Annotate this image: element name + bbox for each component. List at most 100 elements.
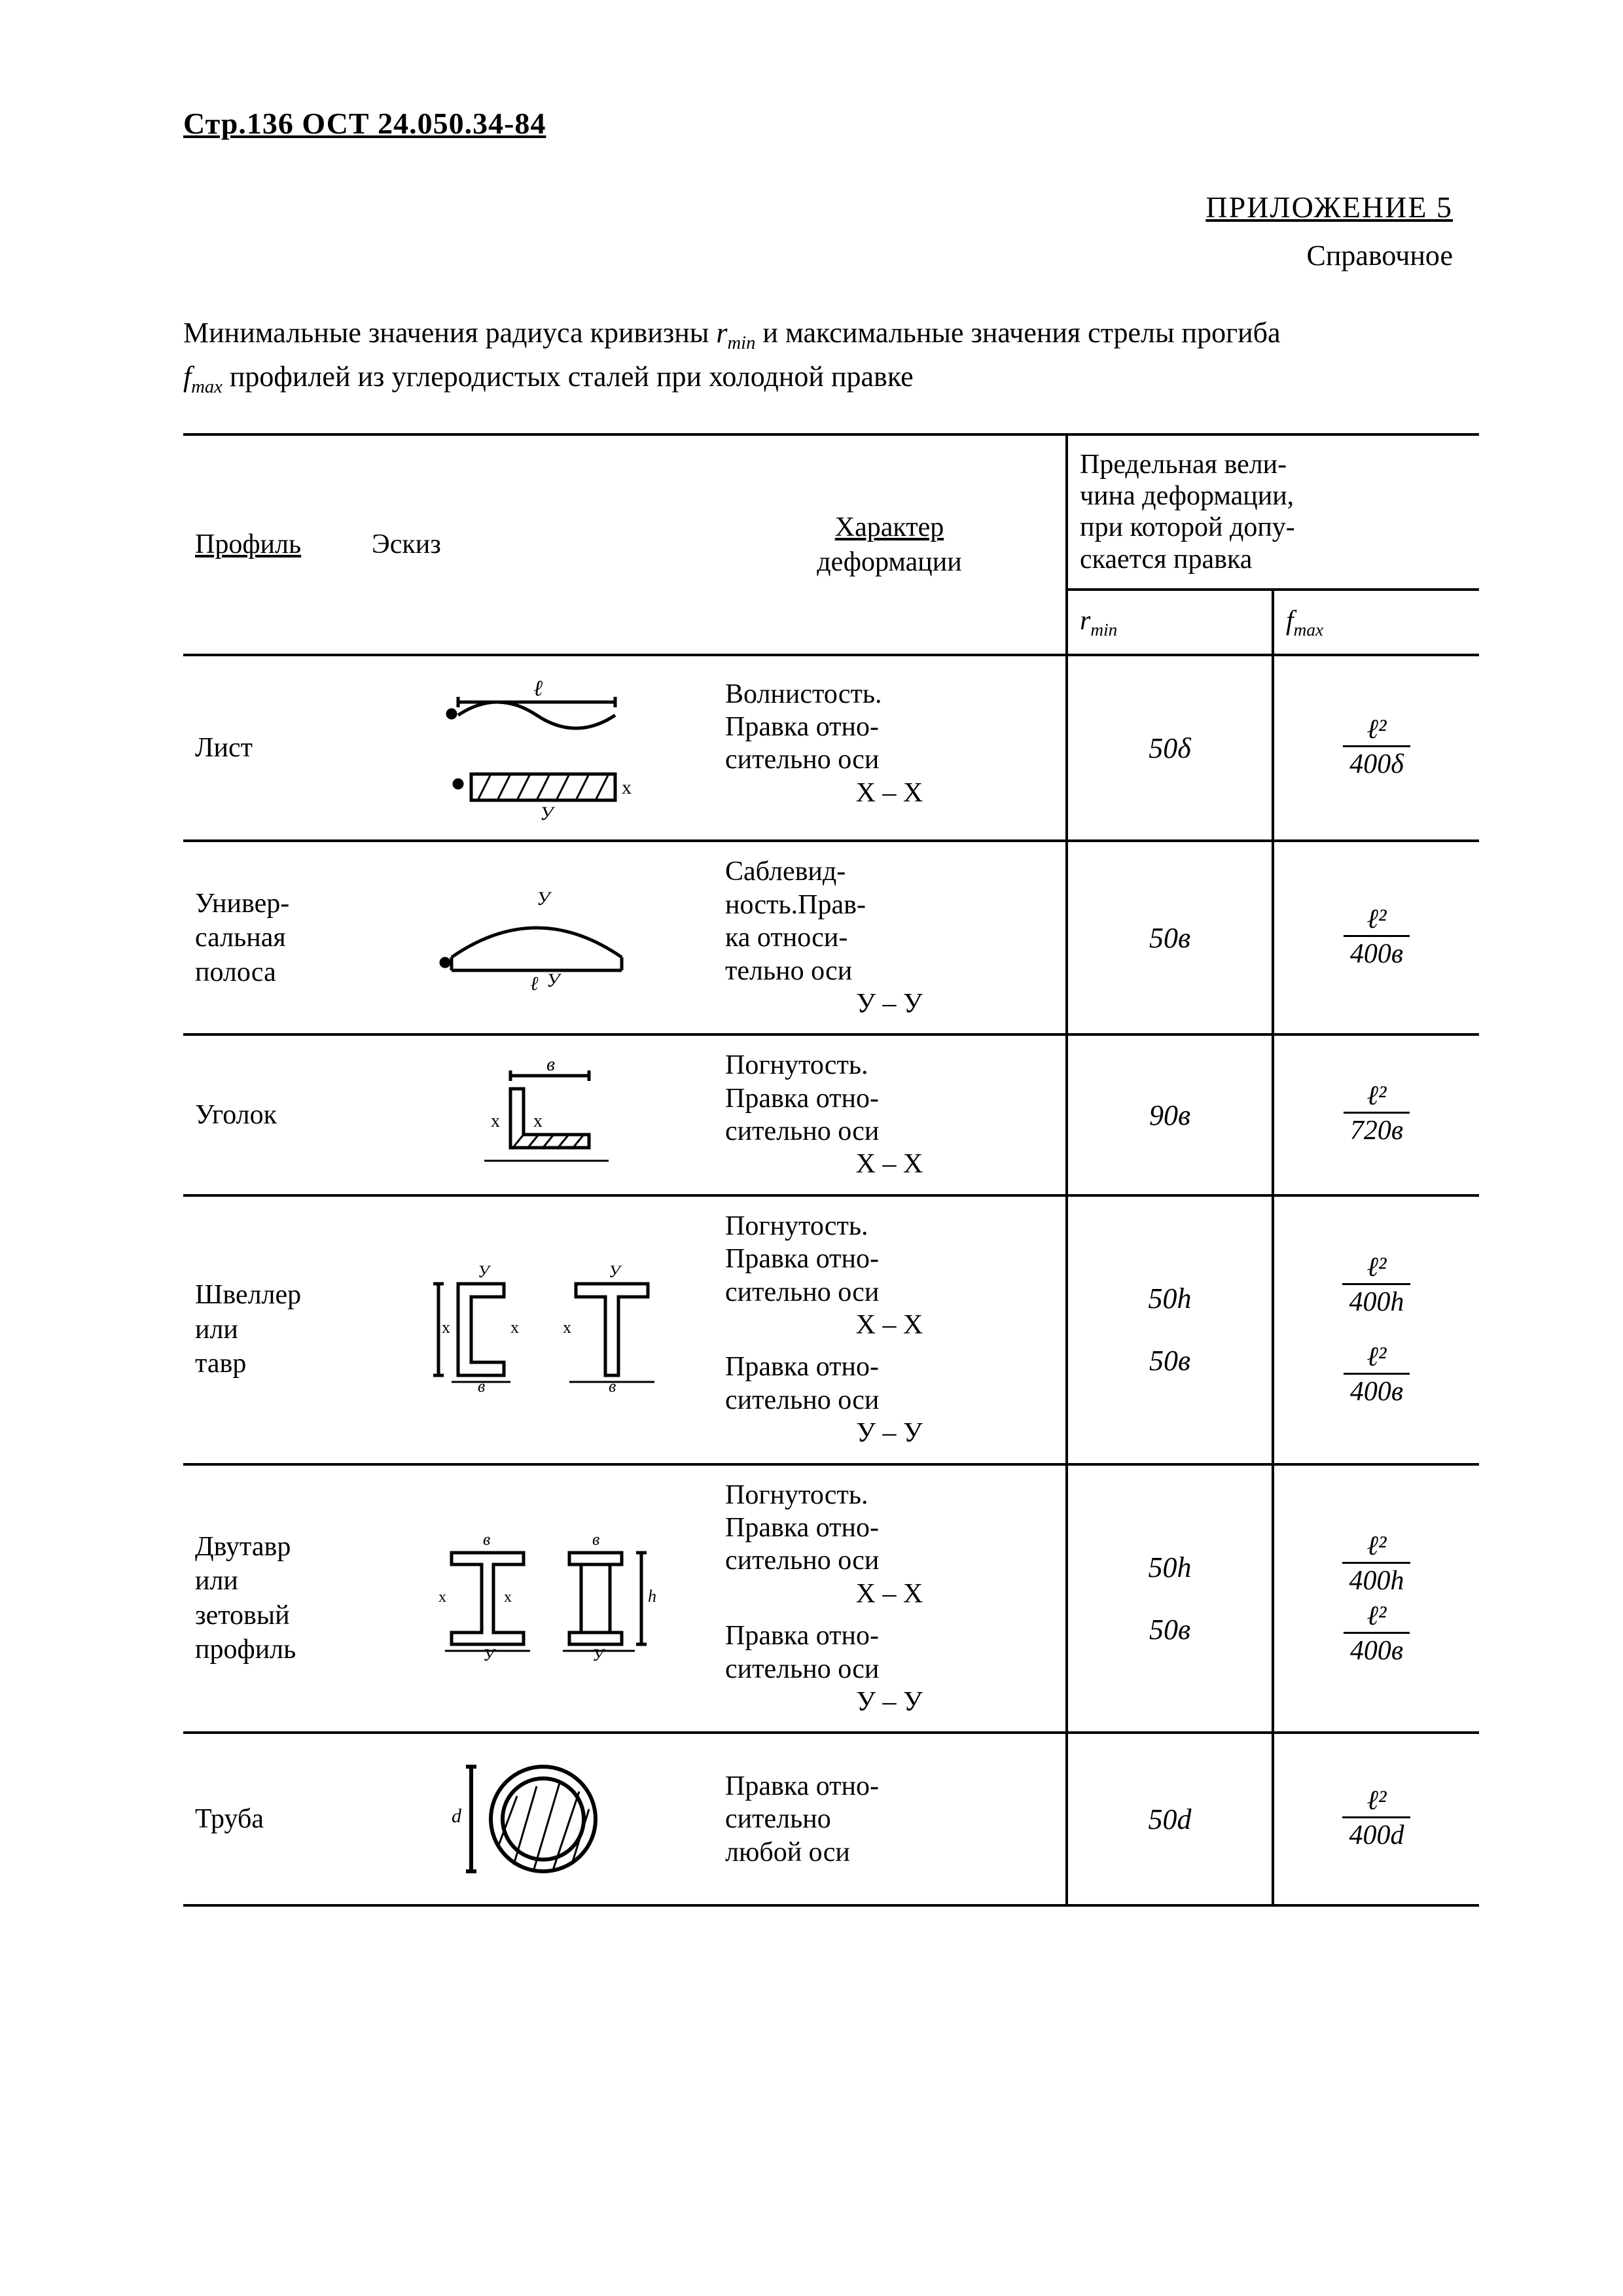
fmax-value: ℓ² 400в <box>1273 841 1479 1034</box>
fmax-den: 400h <box>1342 1285 1410 1316</box>
rmin-value: 50δ <box>1067 655 1273 841</box>
fmax-num: ℓ² <box>1342 1786 1410 1818</box>
rmin-sym: r <box>1080 606 1090 636</box>
svg-text:ℓ: ℓ <box>530 973 539 995</box>
rmin-sub: min <box>728 333 756 353</box>
fmax-symbol: f <box>183 361 191 393</box>
intro-a: Минимальные значения радиуса кривизны <box>183 317 716 349</box>
deformation-desc: Волнистость. Правка отно- сительно оси X… <box>713 655 1067 841</box>
fmax-num: ℓ² <box>1344 905 1410 937</box>
col-profile-label: Профиль <box>195 529 301 559</box>
svg-text:h: h <box>648 1587 656 1606</box>
fmax-den: 400в <box>1344 1634 1410 1665</box>
svg-text:x: x <box>438 1589 446 1606</box>
intro-c: профилей из углеродистых сталей при холо… <box>230 361 914 393</box>
rmin-value: 50в <box>1067 841 1273 1034</box>
d: Правка отно- <box>725 1513 879 1543</box>
d: Правка отно- <box>725 712 879 742</box>
rmin-text: 90в <box>1149 1099 1190 1131</box>
rmin-text: 50в <box>1149 1343 1190 1379</box>
deformation-desc: Погнутость. Правка отно- сительно оси X … <box>713 1034 1067 1195</box>
table-row: Лист ℓ x У <box>183 655 1479 841</box>
svg-text:У: У <box>537 888 552 910</box>
sketch-pipe: d <box>360 1733 713 1905</box>
fmax-num: ℓ² <box>1344 1602 1410 1634</box>
svg-text:x: x <box>563 1318 571 1337</box>
svg-text:в: в <box>592 1530 599 1549</box>
sketch-ibeam-z: в У x x в У h <box>360 1464 713 1733</box>
sketch-strip: ℓ У У <box>360 841 713 1034</box>
svg-text:d: d <box>452 1805 462 1827</box>
profile-name: Уголок <box>183 1034 360 1195</box>
intro-b: и максимальные значения стрелы прогиба <box>762 317 1280 349</box>
deformation-desc: Погнутость. Правка отно- сительно оси X … <box>713 1464 1067 1733</box>
d: любой оси <box>725 1837 850 1867</box>
table-row: Швеллер или тавр У в x x У в x Погнут <box>183 1195 1479 1464</box>
svg-text:в: в <box>483 1530 490 1549</box>
deformation-desc: Саблевид- ность.Прав- ка относи- тельно … <box>713 841 1067 1034</box>
d: X – X <box>725 777 1054 809</box>
svg-text:x: x <box>504 1589 512 1606</box>
d: Правка отно- <box>725 1084 879 1114</box>
d: Погнутость. <box>725 1211 868 1241</box>
d: Саблевид- <box>725 857 846 887</box>
d: Погнутость. <box>725 1050 868 1080</box>
rmin-text: 50h <box>1148 1549 1191 1585</box>
fmax-value: ℓ² 720в <box>1273 1034 1479 1195</box>
sketch-sheet: ℓ x У <box>360 655 713 841</box>
d: У – У <box>725 1417 1054 1449</box>
d: Правка отно- <box>725 1244 879 1274</box>
fmax-subhdr: max <box>1294 620 1323 639</box>
profiles-table: Профиль Эскиз Характер деформации Предел… <box>183 433 1479 1907</box>
col-character: Характер деформации <box>713 434 1067 656</box>
profile-name: Лист <box>183 655 360 841</box>
col-sketch: Эскиз <box>360 434 713 656</box>
d: сительно <box>725 1804 831 1834</box>
d: X – X <box>725 1578 1054 1610</box>
fmax-sub: max <box>191 377 223 397</box>
d: У – У <box>725 1686 1054 1718</box>
rmin-text: 50в <box>1149 1612 1190 1648</box>
d: тельно оси <box>725 956 852 986</box>
svg-text:У: У <box>540 803 556 824</box>
svg-text:в: в <box>546 1053 555 1075</box>
svg-text:У: У <box>609 1262 622 1281</box>
d: Волнистость. <box>725 679 882 709</box>
svg-text:x: x <box>510 1318 519 1337</box>
appendix-subtitle: Справочное <box>183 238 1453 274</box>
svg-text:У: У <box>478 1262 491 1281</box>
d: ность.Прав- <box>725 890 866 920</box>
col-character-label: Характер <box>835 512 944 542</box>
d: сительно оси <box>725 1277 879 1307</box>
col-character-label2: деформации <box>817 547 961 577</box>
d: У – У <box>725 987 1054 1020</box>
deformation-desc: Погнутость. Правка отно- сительно оси X … <box>713 1195 1067 1464</box>
fmax-value: ℓ² 400h ℓ² 400в <box>1273 1195 1479 1464</box>
svg-text:У: У <box>546 970 562 991</box>
header-row-1: Профиль Эскиз Характер деформации Предел… <box>183 434 1479 590</box>
rmin-value: 50d <box>1067 1733 1273 1905</box>
svg-text:x: x <box>491 1111 500 1131</box>
table-row: Универ- сальная полоса ℓ У У Саблевид- н… <box>183 841 1479 1034</box>
col-sketch-label: Эскиз <box>372 529 441 559</box>
svg-text:x: x <box>442 1318 450 1337</box>
fmax-den: 400δ <box>1343 747 1410 779</box>
rmin-subhdr: min <box>1090 620 1117 639</box>
deformation-desc: Правка отно- сительно любой оси <box>713 1733 1067 1905</box>
fmax-num: ℓ² <box>1343 715 1410 747</box>
profile-name: Двутавр или зетовый профиль <box>183 1464 360 1733</box>
d: сительно оси <box>725 1654 879 1684</box>
fmax-sym: f <box>1286 606 1294 636</box>
svg-text:У: У <box>592 1646 606 1665</box>
rmin-text: 50d <box>1148 1803 1191 1835</box>
rmin-value: 50h 50в <box>1067 1195 1273 1464</box>
col-profile: Профиль <box>183 434 360 656</box>
intro-paragraph: Минимальные значения радиуса кривизны rm… <box>183 313 1296 400</box>
table-row: Труба d Правка отно- сительно любой оси … <box>183 1733 1479 1905</box>
fmax-num: ℓ² <box>1344 1082 1410 1114</box>
d: X – X <box>725 1309 1054 1341</box>
svg-text:ℓ: ℓ <box>533 677 543 701</box>
appendix-block: ПРИЛОЖЕНИЕ 5 Справочное <box>183 188 1479 274</box>
fmax-den: 400в <box>1344 937 1410 968</box>
sketch-channel-tee: У в x x У в x <box>360 1195 713 1464</box>
